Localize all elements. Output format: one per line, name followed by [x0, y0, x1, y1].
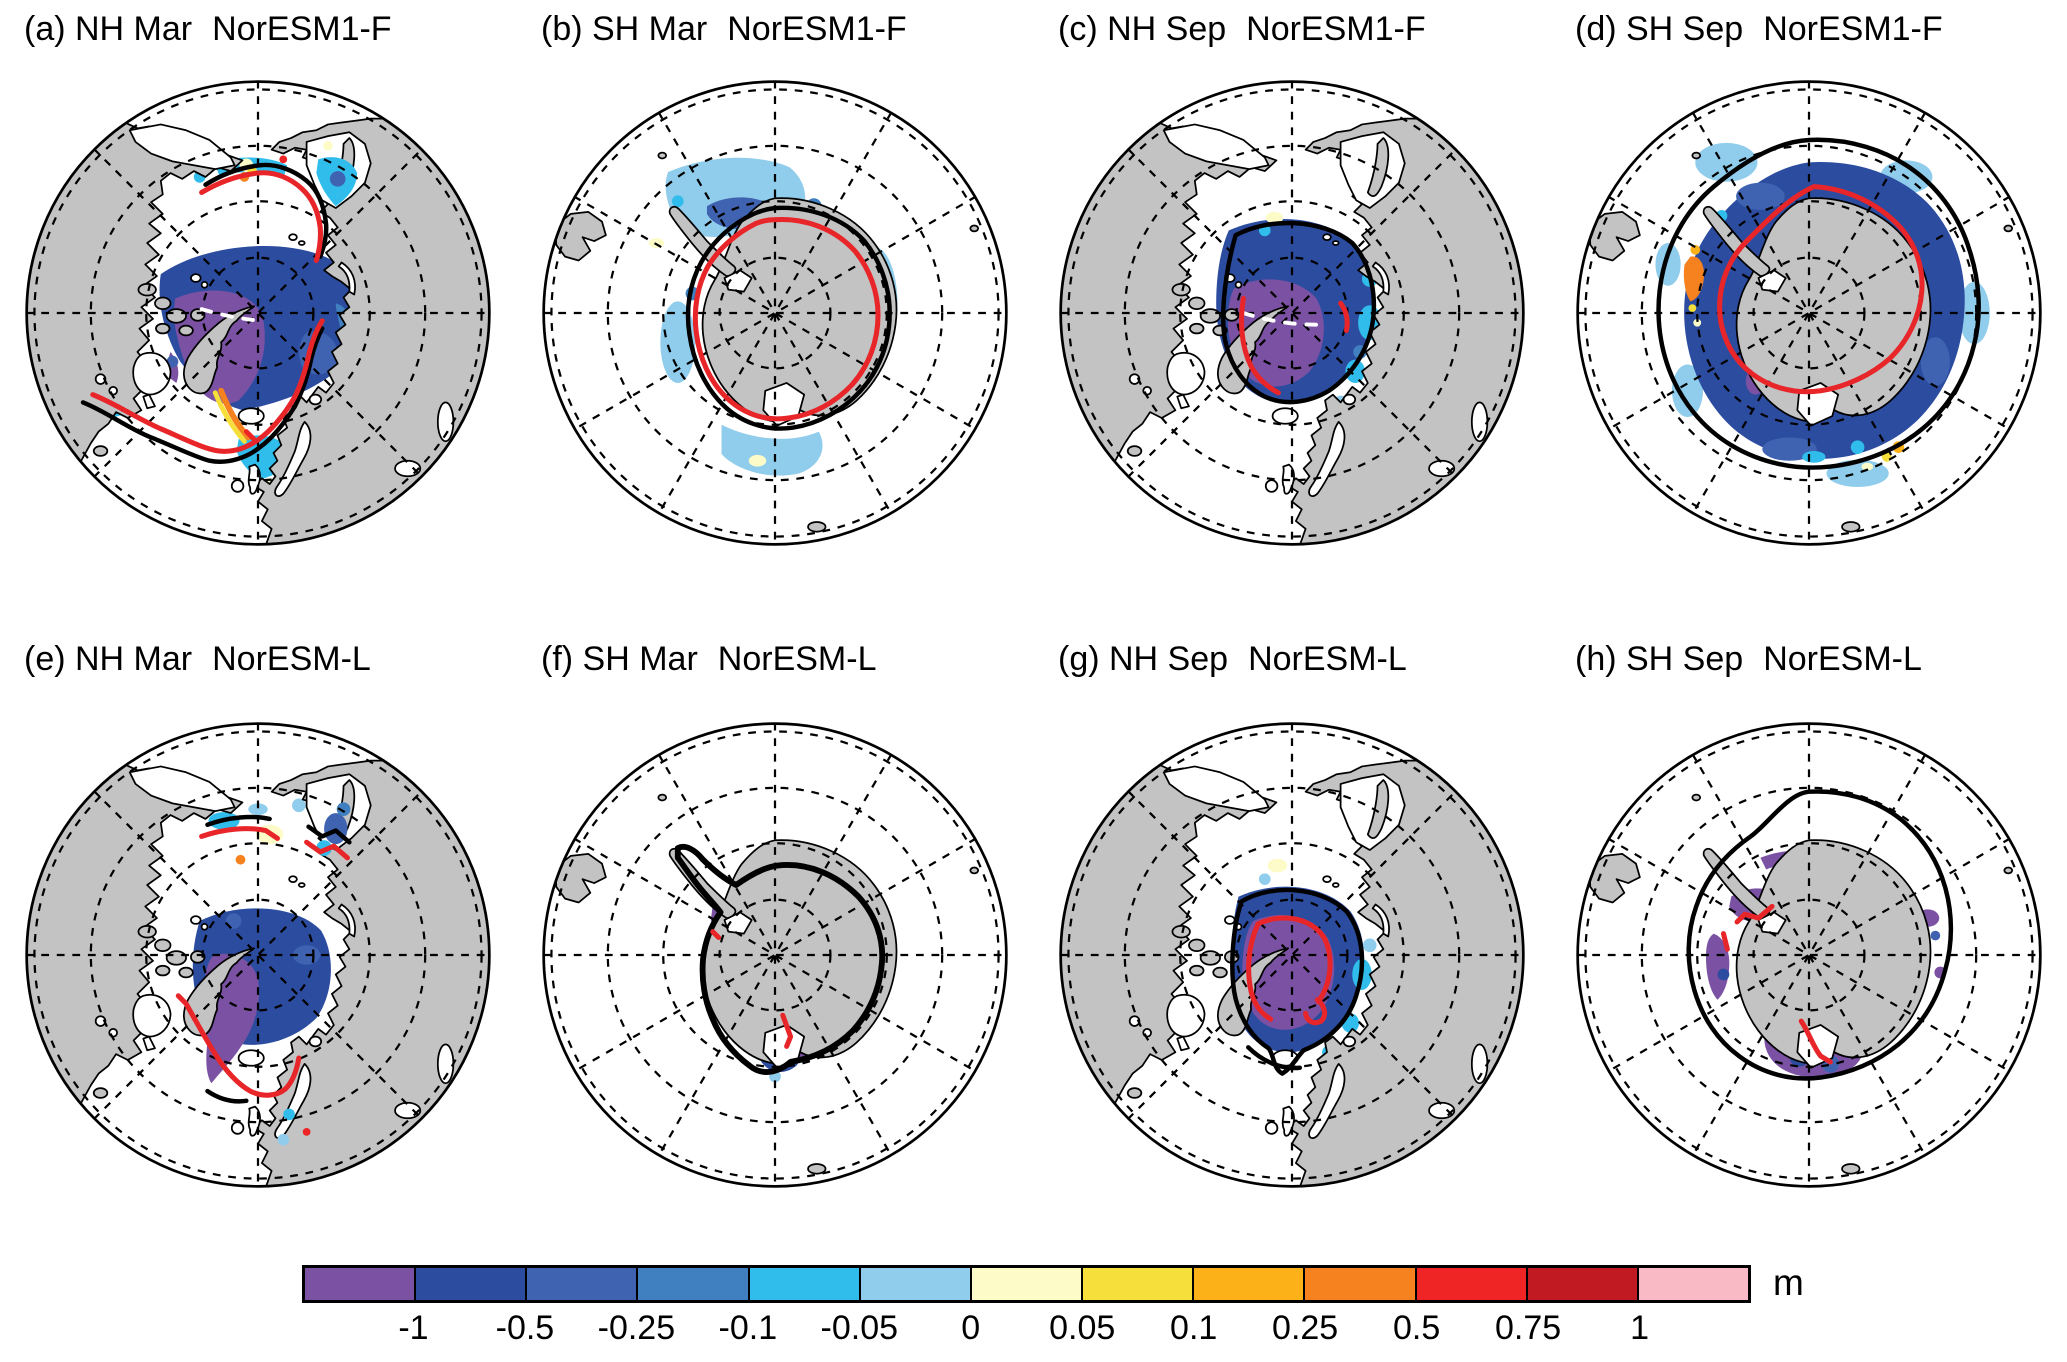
- colorbar-tick-0.1: 0.1: [1170, 1309, 1218, 1347]
- map-nh-mar-noresml: [25, 722, 491, 1188]
- panel-b-title: (b) SH Mar NorESM1-F: [541, 10, 907, 48]
- colorbar-segment-11: [1527, 1268, 1639, 1300]
- colorbar-segment-3: [638, 1268, 750, 1300]
- panel-b: (b) SH Mar NorESM1-F: [517, 0, 1034, 612]
- colorbar: [302, 1265, 1751, 1303]
- colorbar-tick-1: 1: [1630, 1309, 1649, 1347]
- colorbar-tick-0.75: 0.75: [1494, 1309, 1562, 1347]
- colorbar-segment-12: [1638, 1268, 1749, 1300]
- colorbar-segment-7: [1083, 1268, 1195, 1300]
- panel-g: (g) NH Sep NorESM-L: [1034, 630, 1551, 1242]
- panel-a-title: (a) NH Mar NorESM1-F: [24, 10, 392, 48]
- colorbar-tick-0.5: 0.5: [1392, 1309, 1441, 1347]
- panel-f-title: (f) SH Mar NorESM-L: [541, 640, 877, 678]
- panel-d-title: (d) SH Sep NorESM1-F: [1575, 10, 1943, 48]
- map-sh-sep-noresml: [1576, 722, 2042, 1188]
- colorbar-segment-6: [971, 1268, 1084, 1300]
- map-nh-sep-noresm1f: [1059, 80, 1525, 546]
- colorbar-segment-4: [749, 1268, 861, 1300]
- colorbar-unit: m: [1773, 1262, 1804, 1303]
- panel-c-title: (c) NH Sep NorESM1-F: [1058, 10, 1426, 48]
- panel-h: (h) SH Sep NorESM-L: [1551, 630, 2067, 1242]
- panel-e: (e) NH Mar NorESM-L: [0, 630, 517, 1242]
- panel-g-title: (g) NH Sep NorESM-L: [1058, 640, 1407, 678]
- colorbar-tick--0.25: -0.25: [597, 1309, 676, 1347]
- colorbar-segment-10: [1416, 1268, 1528, 1300]
- colorbar-segment-0: [305, 1268, 417, 1300]
- colorbar-tick--0.05: -0.05: [820, 1309, 899, 1347]
- map-nh-mar-noresm1f: [25, 80, 491, 546]
- colorbar-tick-0.25: 0.25: [1272, 1309, 1339, 1347]
- panel-d: (d) SH Sep NorESM1-F: [1551, 0, 2067, 612]
- map-nh-sep-noresml: [1059, 722, 1525, 1188]
- panel-c: (c) NH Sep NorESM1-F: [1034, 0, 1551, 612]
- panel-h-title: (h) SH Sep NorESM-L: [1575, 640, 1922, 678]
- colorbar-segment-5: [860, 1268, 972, 1300]
- colorbar-tick-0: 0: [961, 1309, 981, 1347]
- map-sh-sep-noresm1f: [1576, 80, 2042, 546]
- colorbar-segment-9: [1305, 1268, 1417, 1300]
- colorbar-segment-1: [416, 1268, 528, 1300]
- colorbar-tick-0.05: 0.05: [1049, 1309, 1116, 1347]
- colorbar-tick--1: -1: [398, 1309, 429, 1347]
- map-sh-mar-noresml: [542, 722, 1008, 1188]
- panel-f: (f) SH Mar NorESM-L: [517, 630, 1034, 1242]
- colorbar-tick--0.1: -0.1: [718, 1309, 778, 1347]
- panel-e-title: (e) NH Mar NorESM-L: [24, 640, 371, 678]
- colorbar-segment-8: [1194, 1268, 1306, 1300]
- map-sh-mar-noresm1f: [542, 80, 1008, 546]
- colorbar-segment-2: [527, 1268, 639, 1300]
- colorbar-tick-labels: -1 -0.5 -0.25 -0.1 -0.05 0 0.05 0.1 0.25 0.5 0.75 1: [302, 1309, 1751, 1351]
- colorbar-tick--0.5: -0.5: [495, 1309, 555, 1347]
- panel-a: (a) NH Mar NorESM1-F: [0, 0, 517, 612]
